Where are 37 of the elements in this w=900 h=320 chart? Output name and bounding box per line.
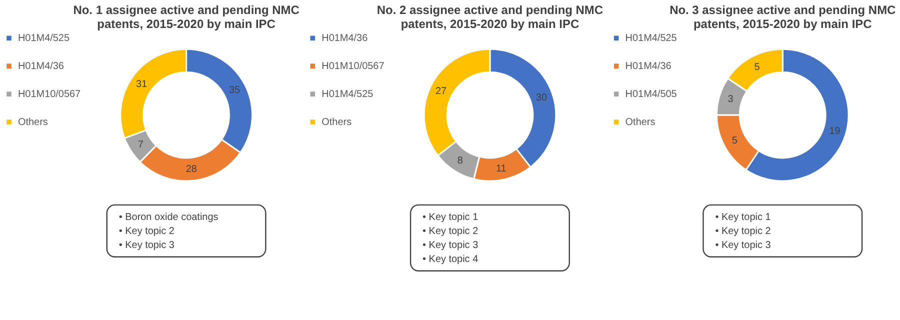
- legend-label: H01M4/36: [625, 61, 672, 72]
- data-label: 11: [496, 163, 507, 174]
- text: • Key topic 3: [422, 240, 479, 251]
- data-label: 5: [732, 136, 738, 147]
- legend-label: H01M4/525: [322, 89, 374, 100]
- legend-label: H01M4/36: [18, 61, 64, 72]
- data-label: 3: [728, 94, 734, 106]
- legend-label: H01M4/525: [18, 33, 70, 44]
- chart-title: No. 3 assignee active and pending NMC patents, 2015-2020 by main IPC: [670, 3, 896, 32]
- text: • Key topic 3: [118, 240, 175, 251]
- legend-label: H01M10/0567: [322, 61, 385, 72]
- legend-label: H01M4/505: [625, 89, 678, 100]
- legend-label: H01M4/36: [322, 33, 368, 44]
- text: • Key topic 2: [422, 226, 479, 237]
- chart-title: No. 2 assignee active and pending NMC patents, 2015-2020 by main IPC: [376, 3, 604, 32]
- data-label: 35: [228, 84, 241, 96]
- legend-label: Others: [18, 117, 48, 128]
- chart-title: No. 1 assignee active and pending NMC patents, 2015-2020 by main IPC: [73, 3, 300, 32]
- data-label: 8: [457, 156, 464, 167]
- legend-label: H01M4/525: [625, 33, 678, 44]
- legend-label: Others: [322, 117, 352, 128]
- text: • Key topic 3: [715, 240, 772, 251]
- data-label: 19: [829, 126, 841, 137]
- legend-label: H01M10/0567: [18, 89, 82, 100]
- text: • Key topic 1: [715, 212, 772, 223]
- data-label: 7: [138, 140, 144, 151]
- text: • Key topic 2: [715, 226, 772, 237]
- data-label: 28: [186, 164, 198, 176]
- legend-label: Others: [625, 117, 656, 128]
- data-label: 27: [436, 86, 448, 98]
- data-label: 5: [754, 62, 760, 74]
- data-label: 30: [536, 92, 548, 104]
- text: • Boron oxide coatings: [118, 212, 218, 223]
- text: • Key topic 2: [118, 226, 175, 237]
- text: • Key topic 1: [422, 212, 479, 223]
- text: • Key topic 4: [422, 254, 479, 265]
- data-label: 31: [136, 78, 148, 90]
